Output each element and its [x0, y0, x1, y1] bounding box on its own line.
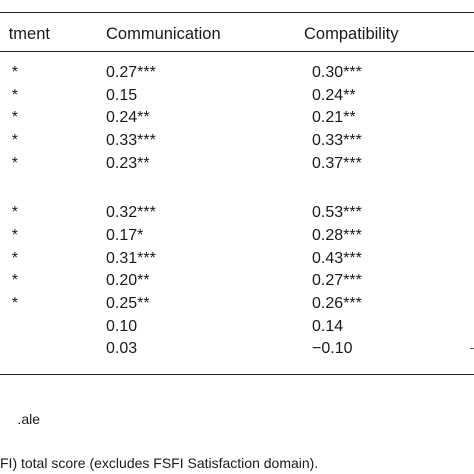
row-6-communication: 0.32*** — [106, 204, 156, 221]
column-header-communication: Communication — [106, 25, 221, 43]
row-3-compatibility: 0.21** — [312, 109, 356, 126]
row-4-communication: 0.33*** — [106, 132, 156, 149]
row-1-compatibility: 0.30*** — [312, 64, 362, 81]
table-header-rule — [0, 51, 474, 52]
row-4-left-cell: * — [11, 132, 18, 149]
row-11-communication: 0.10 — [106, 318, 138, 335]
row-3-communication: 0.24** — [106, 109, 150, 126]
row-2-left-cell: * — [11, 87, 18, 104]
row-2-compatibility: 0.24** — [312, 87, 356, 104]
row-5-communication: 0.23** — [106, 155, 150, 172]
row-7-communication: 0.17* — [106, 227, 144, 244]
row-8-compatibility: 0.43*** — [312, 250, 362, 267]
row-10-left-cell: * — [11, 295, 18, 312]
row-6-left-cell: * — [11, 204, 18, 221]
row-9-communication: 0.20** — [106, 272, 150, 289]
table-footnote-1: ale. — [17, 411, 40, 427]
row-6-compatibility: 0.53*** — [312, 204, 362, 221]
row-3-left-cell: * — [11, 109, 18, 126]
row-7-left-cell: * — [11, 227, 18, 244]
row-11-compatibility: 0.14 — [312, 318, 344, 335]
row-9-left-cell: * — [11, 272, 18, 289]
row-4-compatibility: 0.33*** — [312, 132, 362, 149]
table-footnote-2: FI) total score (excludes FSFI Satisfact… — [0, 455, 319, 471]
column-header-treatment: tment — [8, 25, 50, 43]
row-9-compatibility: 0.27*** — [312, 272, 362, 289]
cropped-cell-edge — [470, 348, 474, 349]
row-5-compatibility: 0.37*** — [312, 155, 362, 172]
column-header-compatibility: Compatibility — [304, 25, 399, 43]
row-2-communication: 0.15 — [106, 87, 138, 104]
row-1-communication: 0.27*** — [106, 64, 156, 81]
row-12-communication: 0.03 — [106, 340, 138, 357]
row-1-left-cell: * — [11, 64, 18, 81]
row-8-communication: 0.31*** — [106, 250, 156, 267]
row-5-left-cell: * — [11, 155, 18, 172]
table-top-rule — [0, 12, 474, 13]
row-10-communication: 0.25** — [106, 295, 150, 312]
table-bottom-rule — [0, 374, 474, 375]
row-10-compatibility: 0.26*** — [312, 295, 362, 312]
row-7-compatibility: 0.28*** — [312, 227, 362, 244]
row-8-left-cell: * — [11, 250, 18, 267]
row-12-compatibility: −0.10 — [312, 340, 353, 357]
